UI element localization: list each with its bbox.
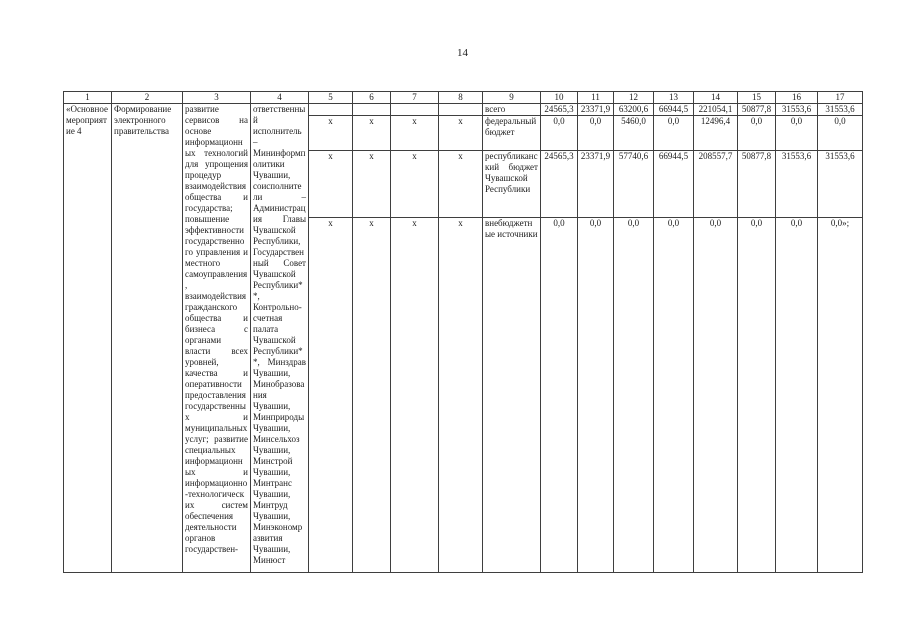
value-cell: 0,0 xyxy=(737,115,776,151)
value-cell: 5460,0 xyxy=(613,115,654,151)
value-cell: 0,0 xyxy=(540,217,578,573)
x-mark-cell: х xyxy=(352,217,391,573)
header-cell-6: 6 xyxy=(352,91,391,104)
table-row-federal-budget: х х х х федеральный бюджет 0,0 0,0 5460,… xyxy=(64,115,863,151)
mark-cell xyxy=(308,103,353,116)
funding-source-cell: республиканский бюджет Чувашской Республ… xyxy=(482,150,541,218)
page-number: 14 xyxy=(457,47,468,59)
x-mark-cell: х xyxy=(390,115,439,151)
value-cell: 0,0 xyxy=(693,217,738,573)
value-cell: 0,0 xyxy=(775,217,818,573)
table-row-republican-budget: х х х х республиканский бюджет Чувашской… xyxy=(64,150,863,218)
funding-source-cell: всего xyxy=(482,103,541,116)
value-cell: 66944,5 xyxy=(653,103,694,116)
table-row-extrabudgetary: х х х х внебюджетные источники 0,0 0,0 0… xyxy=(64,217,863,573)
value-cell: 31553,6 xyxy=(817,150,863,218)
header-cell-15: 15 xyxy=(737,91,776,104)
header-cell-8: 8 xyxy=(438,91,483,104)
header-cell-4: 4 xyxy=(250,91,309,104)
value-cell: 31553,6 xyxy=(817,103,863,116)
header-cell-13: 13 xyxy=(653,91,694,104)
table-row-total: «Основное мероприятие 4 Формирование эле… xyxy=(63,103,863,573)
activity-title-cell: «Основное мероприятие 4 xyxy=(63,103,112,573)
value-cell: 0,0 xyxy=(577,217,614,573)
value-cell: 31553,6 xyxy=(775,150,818,218)
value-cell: 24565,3 xyxy=(540,103,578,116)
x-mark-cell: х xyxy=(438,150,483,218)
value-cell: 50877,8 xyxy=(737,150,776,218)
mark-cell xyxy=(438,103,483,116)
value-cell: 0,0 xyxy=(577,115,614,151)
value-cell: 0,0 xyxy=(653,115,694,151)
value-cell: 221054,1 xyxy=(693,103,738,116)
value-cell: 57740,6 xyxy=(613,150,654,218)
value-cell: 0,0 xyxy=(613,217,654,573)
header-cell-1: 1 xyxy=(63,91,112,104)
value-cell: 208557,7 xyxy=(693,150,738,218)
budget-table: 1 2 3 4 5 6 7 8 9 10 11 12 13 14 15 16 1… xyxy=(63,91,863,573)
value-cell: 23371,9 xyxy=(577,150,614,218)
value-cell: 0,0 xyxy=(653,217,694,573)
header-cell-10: 10 xyxy=(540,91,578,104)
value-cell: 0,0»; xyxy=(817,217,863,573)
header-cell-2: 2 xyxy=(111,91,183,104)
x-mark-cell: х xyxy=(390,217,439,573)
x-mark-cell: х xyxy=(308,115,353,151)
header-cell-17: 17 xyxy=(817,91,863,104)
value-cell: 63200,6 xyxy=(613,103,654,116)
header-cell-9: 9 xyxy=(482,91,541,104)
funding-source-cell: внебюджетные источники xyxy=(482,217,541,573)
funding-source-cell: федеральный бюджет xyxy=(482,115,541,151)
header-cell-5: 5 xyxy=(308,91,353,104)
x-mark-cell: х xyxy=(390,150,439,218)
value-cell: 12496,4 xyxy=(693,115,738,151)
value-cell: 24565,3 xyxy=(540,150,578,218)
executors-cell: ответственный исполнитель – Мининформпол… xyxy=(250,103,309,573)
x-mark-cell: х xyxy=(308,217,353,573)
value-cell: 50877,8 xyxy=(737,103,776,116)
x-mark-cell: х xyxy=(438,217,483,573)
header-cell-16: 16 xyxy=(775,91,818,104)
goals-cell: развитие сервисов на основе информационн… xyxy=(182,103,251,573)
value-cell: 66944,5 xyxy=(653,150,694,218)
mark-cell xyxy=(352,103,391,116)
value-cell: 0,0 xyxy=(817,115,863,151)
value-cell: 0,0 xyxy=(737,217,776,573)
x-mark-cell: х xyxy=(308,150,353,218)
x-mark-cell: х xyxy=(438,115,483,151)
value-cell: 0,0 xyxy=(775,115,818,151)
x-mark-cell: х xyxy=(352,115,391,151)
header-cell-14: 14 xyxy=(693,91,738,104)
header-cell-3: 3 xyxy=(182,91,251,104)
header-cell-7: 7 xyxy=(390,91,439,104)
value-cell: 0,0 xyxy=(540,115,578,151)
activity-name-cell: Формирование электронного правительства xyxy=(111,103,183,573)
header-cell-11: 11 xyxy=(577,91,614,104)
table-header-row: 1 2 3 4 5 6 7 8 9 10 11 12 13 14 15 16 1… xyxy=(63,91,863,104)
header-cell-12: 12 xyxy=(613,91,654,104)
value-cell: 23371,9 xyxy=(577,103,614,116)
mark-cell xyxy=(390,103,439,116)
x-mark-cell: х xyxy=(352,150,391,218)
value-cell: 31553,6 xyxy=(775,103,818,116)
